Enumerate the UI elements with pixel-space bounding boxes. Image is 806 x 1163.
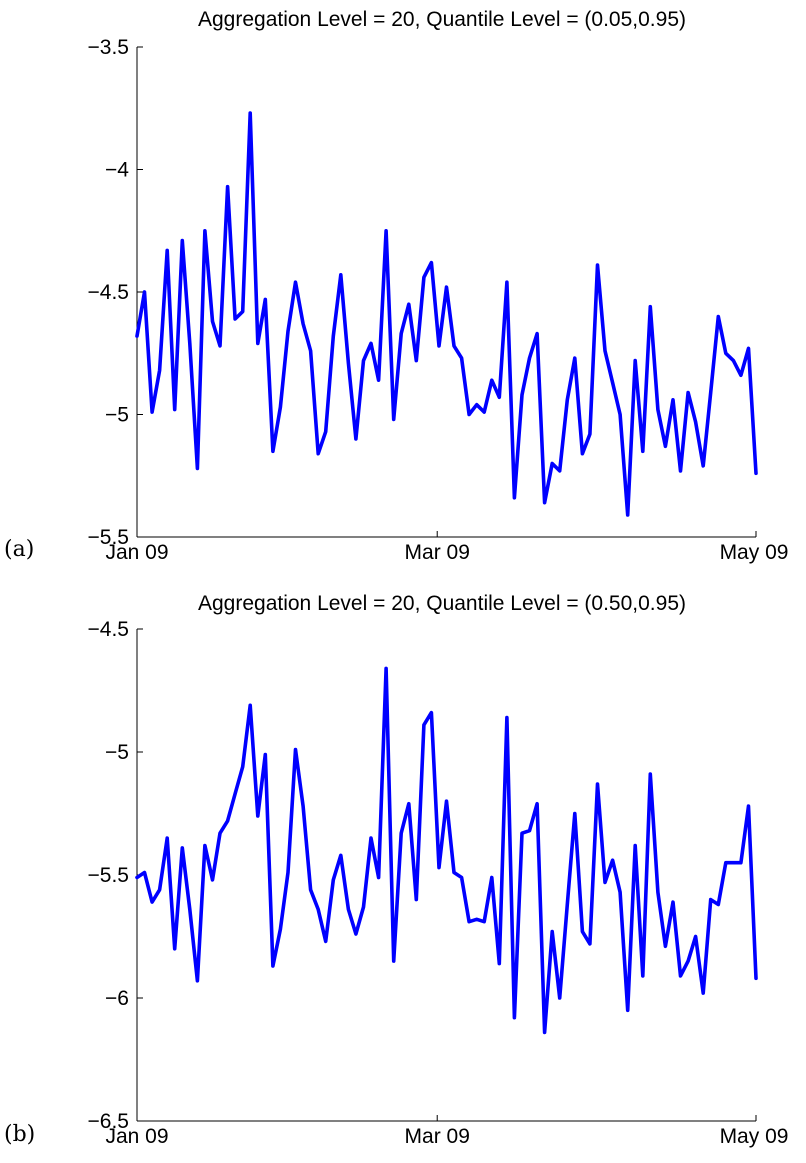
panel-label-b: (b) (4, 1122, 35, 1147)
chart-title-b: Aggregation Level = 20, Quantile Level =… (198, 592, 686, 615)
y-tick-label-b: −5.5 (88, 864, 129, 887)
series-line-a (135, 111, 758, 517)
y-tick-label-b: −6.5 (88, 1110, 129, 1133)
chart-title-a: Aggregation Level = 20, Quantile Level =… (198, 8, 686, 31)
y-tick-label-b: −6 (105, 987, 129, 1010)
y-tick-label-b: −4.5 (88, 618, 129, 641)
y-tick-label-b: −5 (105, 741, 129, 764)
x-tick-label-b: May 09 (720, 1125, 789, 1148)
y-tick-label-a: −4.5 (88, 281, 129, 304)
panel-label-a: (a) (4, 537, 34, 562)
y-tick-label-a: −4 (105, 159, 129, 182)
panel-a: Aggregation Level = 20, Quantile Level =… (4, 8, 788, 564)
x-tick-label-a: May 09 (720, 541, 789, 564)
x-tick-label-b: Jan 09 (105, 1125, 168, 1148)
series-line-b (135, 666, 758, 1035)
x-tick-label-b: Mar 09 (405, 1125, 470, 1148)
y-tick-label-a: −5 (105, 404, 129, 427)
y-tick-label-a: −5.5 (88, 526, 129, 549)
y-tick-label-a: −3.5 (88, 36, 129, 59)
x-tick-label-a: Jan 09 (105, 541, 168, 564)
panel-b: Aggregation Level = 20, Quantile Level =… (4, 592, 788, 1148)
x-tick-label-a: Mar 09 (405, 541, 470, 564)
